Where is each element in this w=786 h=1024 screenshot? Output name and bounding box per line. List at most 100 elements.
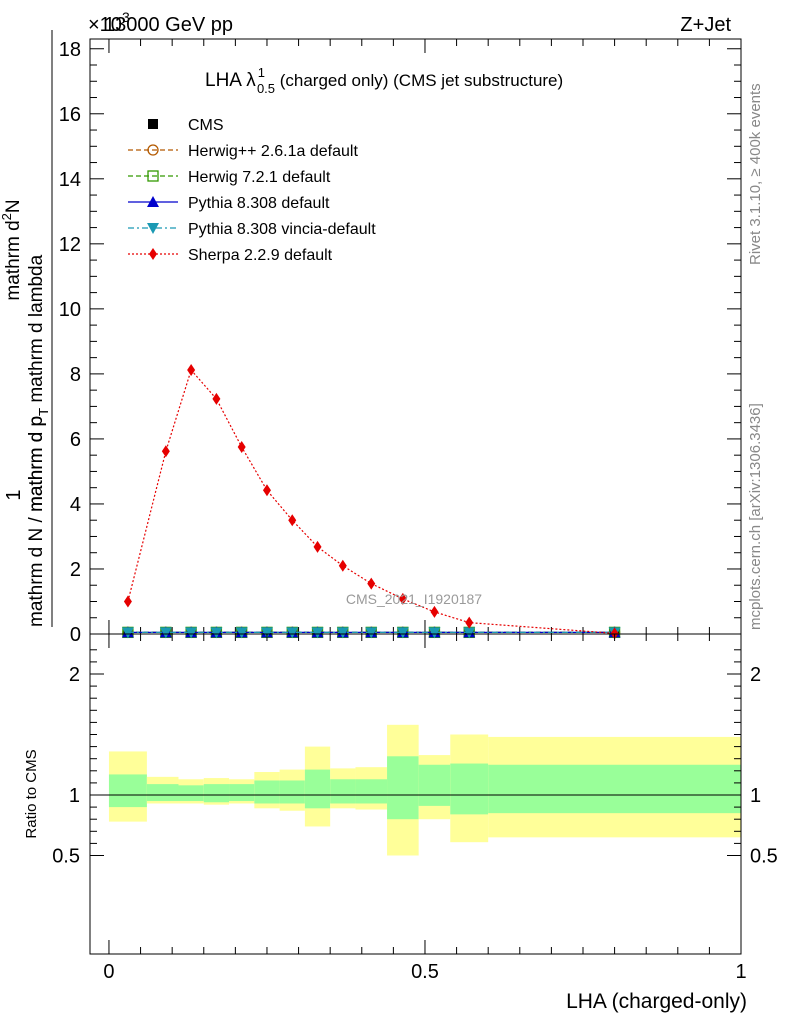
ratio-y-tick-label: 2 <box>69 664 80 686</box>
process-label: Z+Jet <box>680 14 731 36</box>
data-point-pythia-8-308-vincia-default <box>396 627 409 639</box>
stat-uncertainty-band <box>355 779 388 804</box>
data-point-sherpa-2-2-9-default <box>288 514 297 527</box>
energy-label: 13000 GeV pp <box>104 14 233 36</box>
ratio-y-tick-label-right: 2 <box>750 664 761 686</box>
legend-label: Herwig 7.2.1 default <box>188 169 331 186</box>
y-tick-label: 0 <box>70 624 81 646</box>
stat-uncertainty-band <box>146 784 179 802</box>
y-tick-label: 14 <box>59 169 81 191</box>
data-point-pythia-8-308-vincia-default <box>336 627 349 639</box>
legend: CMS Herwig++ 2.6.1a default Herwig 7.2.1 d… <box>128 117 376 264</box>
data-point-pythia-8-308-vincia-default <box>235 627 248 639</box>
x-axis-label: LHA (charged-only) <box>566 990 747 1013</box>
main-y-axis-label: 1 mathrm d N / mathrm d pT mathrm d2N ma… <box>0 30 53 627</box>
data-point-pythia-8-308-vincia-default <box>260 627 273 639</box>
data-point-pythia-8-308-vincia-default <box>185 627 198 639</box>
legend-entry-sherpa-2-2-9-default: Sherpa 2.2.9 default <box>128 247 333 264</box>
data-point-pythia-8-308-vincia-default <box>463 627 476 639</box>
y-tick-label: 16 <box>59 104 81 126</box>
data-point-pythia-8-308-vincia-default <box>428 627 441 639</box>
data-point-sherpa-2-2-9-default <box>212 392 221 405</box>
legend-label: CMS <box>188 117 224 134</box>
legend-entry-herwig-7-2-1-default: Herwig 7.2.1 default <box>128 169 331 186</box>
data-point-sherpa-2-2-9-default <box>237 441 246 454</box>
ratio-y-axis: 0.5 0.5 1 1 2 2 <box>52 649 778 868</box>
legend-label: Herwig++ 2.6.1a default <box>188 143 358 160</box>
data-point-pythia-8-308-vincia-default <box>365 627 378 639</box>
legend-marker <box>147 170 159 182</box>
ratio-y-tick-label: 0.5 <box>52 846 80 868</box>
chart-title: LHA λ 1 0.5 (charged only) (CMS jet substr… <box>205 65 563 96</box>
ratio-panel: 0.5 0.51 12 2 0 0.5 1 Ratio to CMS LHA (charg… <box>23 633 778 1013</box>
data-point-sherpa-2-2-9-default <box>367 577 376 590</box>
legend-label: Pythia 8.308 vincia-default <box>188 221 376 238</box>
legend-label: Pythia 8.308 default <box>188 195 330 212</box>
main-y-axis: 0 2 4 6 8 10 12 14 16 18 <box>59 39 741 646</box>
legend-entry-herwig-2-6-1a-default: Herwig++ 2.6.1a default <box>128 143 358 160</box>
y-tick-label: 12 <box>59 234 81 256</box>
data-point-pythia-8-308-vincia-default <box>311 627 324 639</box>
data-point-sherpa-2-2-9-default <box>313 540 322 553</box>
y-tick-label: 6 <box>70 429 81 451</box>
exponent-label: ×103 <box>88 9 130 36</box>
y-tick-label: 8 <box>70 364 81 386</box>
exponent-power: 3 <box>122 9 130 25</box>
series-line-sherpa-2-2-9-default <box>127 368 615 634</box>
mcplots-label: mcplots.cern.ch [arXiv:1306.3436] <box>747 403 764 630</box>
stat-uncertainty-band <box>254 780 280 804</box>
data-point-sherpa-2-2-9-default <box>262 484 271 497</box>
data-point-pythia-8-308-vincia-default <box>159 627 172 639</box>
ylabel-lower: mathrm d pT mathrm d lambda <box>26 254 51 512</box>
ylabel-denominator: mathrm d N / mathrm d pT <box>26 408 51 627</box>
ratio-panel-frame <box>89 633 742 955</box>
y-tick-label: 18 <box>59 39 81 61</box>
data-point-pythia-8-308-vincia-default <box>121 627 134 639</box>
legend-marker <box>147 196 159 207</box>
x-tick-label: 0 <box>103 961 114 983</box>
main-series-group <box>121 363 621 640</box>
stat-uncertainty-band <box>418 764 451 806</box>
data-point-pythia-8-308-vincia-default <box>286 627 299 639</box>
stat-uncertainty-band <box>108 774 147 808</box>
data-point-pythia-8-308-vincia-default <box>210 627 223 639</box>
analysis-watermark: CMS_2021_I1920187 <box>346 591 482 607</box>
data-point-sherpa-2-2-9-default <box>338 559 347 572</box>
ylabel-numerator: mathrm d2N <box>0 199 24 300</box>
legend-marker <box>147 223 159 234</box>
data-point-sherpa-2-2-9-default <box>187 363 196 376</box>
data-point-sherpa-2-2-9-default <box>610 627 619 640</box>
y-tick-label: 10 <box>59 299 81 321</box>
data-point-sherpa-2-2-9-default <box>465 616 474 629</box>
ratio-x-axis: 0 0.5 1 <box>103 634 747 983</box>
stat-uncertainty-band <box>229 784 255 802</box>
rivet-label: Rivet 3.1.10, ≥ 400k events <box>747 83 764 265</box>
y-tick-label: 4 <box>70 494 81 516</box>
data-point-sherpa-2-2-9-default <box>123 595 132 608</box>
stat-uncertainty-band <box>387 756 419 820</box>
legend-label: Sherpa 2.2.9 default <box>188 247 333 264</box>
series-sherpa-2-2-9-default <box>123 363 619 640</box>
legend-entry-cms: CMS <box>148 117 224 134</box>
stat-uncertainty-band <box>450 763 489 815</box>
ratio-y-tick-label-right: 0.5 <box>750 846 778 868</box>
legend-marker <box>148 119 158 129</box>
data-point-sherpa-2-2-9-default <box>430 605 439 618</box>
data-point-sherpa-2-2-9-default <box>398 592 407 605</box>
ratio-y-label: Ratio to CMS <box>23 749 40 838</box>
ratio-y-tick-label-right: 1 <box>750 785 761 807</box>
stat-uncertainty-band <box>203 784 230 803</box>
x-tick-label: 0.5 <box>411 961 439 983</box>
legend-marker <box>147 144 159 156</box>
stat-uncertainty-band <box>279 780 305 804</box>
main-panel: 0 2 4 6 8 10 12 14 16 18 LHA λ 1 0.5 (charged only)… <box>59 38 742 646</box>
stat-uncertainty-band <box>304 769 331 809</box>
y-tick-label: 2 <box>70 559 81 581</box>
x-tick-label: 1 <box>735 961 746 983</box>
ratio-y-tick-label: 1 <box>69 785 80 807</box>
stat-uncertainty-band <box>330 779 356 804</box>
legend-entry-pythia-8-308-vincia-default: Pythia 8.308 vincia-default <box>128 221 376 238</box>
stat-uncertainty-band <box>178 785 204 802</box>
ylabel-one: 1 <box>3 489 25 500</box>
